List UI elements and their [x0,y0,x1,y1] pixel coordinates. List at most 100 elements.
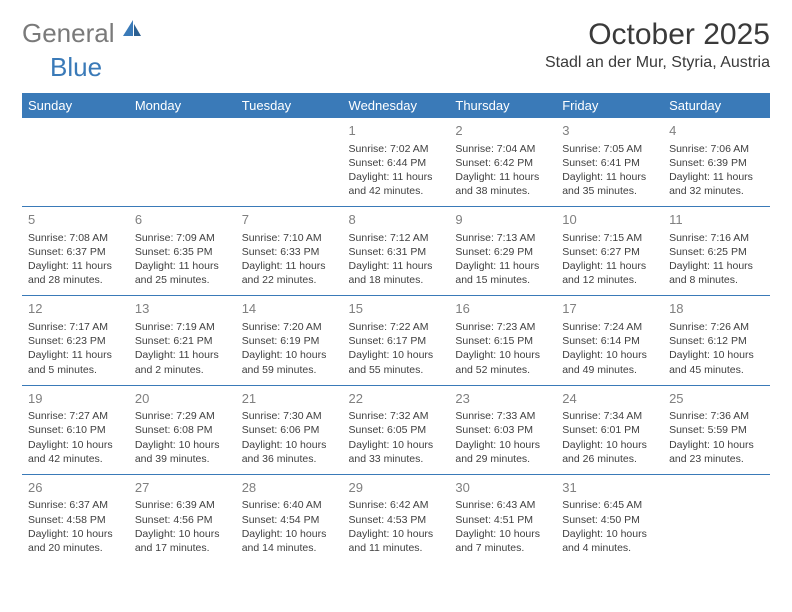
sunrise-text: Sunrise: 7:24 AM [562,320,657,334]
day-cell: 15Sunrise: 7:22 AMSunset: 6:17 PMDayligh… [343,296,450,385]
sunrise-text: Sunrise: 7:12 AM [349,231,444,245]
day-number: 2 [455,122,550,140]
day-number: 17 [562,300,657,318]
sunrise-text: Sunrise: 7:32 AM [349,409,444,423]
daylight-text: Daylight: 10 hours and 14 minutes. [242,527,337,555]
day-number: 26 [28,479,123,497]
day-number: 23 [455,390,550,408]
day-number: 27 [135,479,230,497]
sunrise-text: Sunrise: 6:39 AM [135,498,230,512]
day-cell: 8Sunrise: 7:12 AMSunset: 6:31 PMDaylight… [343,207,450,296]
sunset-text: Sunset: 6:21 PM [135,334,230,348]
sunset-text: Sunset: 6:23 PM [28,334,123,348]
week-row: 1Sunrise: 7:02 AMSunset: 6:44 PMDaylight… [22,118,770,207]
daylight-text: Daylight: 10 hours and 52 minutes. [455,348,550,376]
day-cell: 30Sunrise: 6:43 AMSunset: 4:51 PMDayligh… [449,474,556,563]
day-cell: 18Sunrise: 7:26 AMSunset: 6:12 PMDayligh… [663,296,770,385]
sunset-text: Sunset: 6:08 PM [135,423,230,437]
day-number: 12 [28,300,123,318]
day-cell: 1Sunrise: 7:02 AMSunset: 6:44 PMDaylight… [343,118,450,207]
daylight-text: Daylight: 11 hours and 15 minutes. [455,259,550,287]
daylight-text: Daylight: 10 hours and 45 minutes. [669,348,764,376]
sail-icon [121,18,143,45]
day-cell: 9Sunrise: 7:13 AMSunset: 6:29 PMDaylight… [449,207,556,296]
day-number: 14 [242,300,337,318]
day-number: 7 [242,211,337,229]
sunset-text: Sunset: 6:27 PM [562,245,657,259]
day-cell: 3Sunrise: 7:05 AMSunset: 6:41 PMDaylight… [556,118,663,207]
day-cell: 19Sunrise: 7:27 AMSunset: 6:10 PMDayligh… [22,385,129,474]
week-row: 26Sunrise: 6:37 AMSunset: 4:58 PMDayligh… [22,474,770,563]
day-number: 25 [669,390,764,408]
month-title: October 2025 [545,18,770,52]
daylight-text: Daylight: 10 hours and 33 minutes. [349,438,444,466]
logo-text-general: General [22,18,115,49]
daylight-text: Daylight: 11 hours and 38 minutes. [455,170,550,198]
daylight-text: Daylight: 11 hours and 25 minutes. [135,259,230,287]
sunset-text: Sunset: 4:58 PM [28,513,123,527]
day-header: Sunday [22,93,129,118]
sunset-text: Sunset: 6:19 PM [242,334,337,348]
sunrise-text: Sunrise: 7:06 AM [669,142,764,156]
day-cell: 16 Sunrise: 7:23 AMSunset: 6:15 PMDayligh… [449,296,556,385]
sunset-text: Sunset: 6:41 PM [562,156,657,170]
day-number: 29 [349,479,444,497]
day-cell: 23Sunrise: 7:33 AMSunset: 6:03 PMDayligh… [449,385,556,474]
sunrise-text: Sunrise: 7:30 AM [242,409,337,423]
day-cell: 22Sunrise: 7:32 AMSunset: 6:05 PMDayligh… [343,385,450,474]
day-number: 30 [455,479,550,497]
day-number: 11 [669,211,764,229]
daylight-text: Daylight: 10 hours and 23 minutes. [669,438,764,466]
sunset-text: Sunset: 5:59 PM [669,423,764,437]
day-cell: 29Sunrise: 6:42 AMSunset: 4:53 PMDayligh… [343,474,450,563]
day-number: 18 [669,300,764,318]
sunset-text: Sunset: 6:42 PM [455,156,550,170]
day-number: 24 [562,390,657,408]
day-number: 8 [349,211,444,229]
day-number: 22 [349,390,444,408]
daylight-text: Daylight: 11 hours and 12 minutes. [562,259,657,287]
sunset-text: Sunset: 6:14 PM [562,334,657,348]
daylight-text: Daylight: 10 hours and 7 minutes. [455,527,550,555]
sunset-text: Sunset: 4:50 PM [562,513,657,527]
daylight-text: Daylight: 10 hours and 11 minutes. [349,527,444,555]
daylight-text: Daylight: 11 hours and 35 minutes. [562,170,657,198]
sunrise-text: Sunrise: 7:20 AM [242,320,337,334]
daylight-text: Daylight: 11 hours and 32 minutes. [669,170,764,198]
daylight-text: Daylight: 10 hours and 36 minutes. [242,438,337,466]
daylight-text: Daylight: 10 hours and 42 minutes. [28,438,123,466]
day-cell: 4Sunrise: 7:06 AMSunset: 6:39 PMDaylight… [663,118,770,207]
day-cell: 25Sunrise: 7:36 AMSunset: 5:59 PMDayligh… [663,385,770,474]
daylight-text: Daylight: 11 hours and 8 minutes. [669,259,764,287]
sunset-text: Sunset: 6:01 PM [562,423,657,437]
sunrise-text: Sunrise: 7:10 AM [242,231,337,245]
daylight-text: Daylight: 11 hours and 28 minutes. [28,259,123,287]
day-cell: 13Sunrise: 7:19 AMSunset: 6:21 PMDayligh… [129,296,236,385]
sunrise-text: Sunrise: 7:19 AM [135,320,230,334]
day-cell: 31Sunrise: 6:45 AMSunset: 4:50 PMDayligh… [556,474,663,563]
day-number: 4 [669,122,764,140]
daylight-text: Daylight: 11 hours and 2 minutes. [135,348,230,376]
sunrise-text: Sunrise: 7:04 AM [455,142,550,156]
sunset-text: Sunset: 6:15 PM [455,334,550,348]
day-number: 21 [242,390,337,408]
sunset-text: Sunset: 4:56 PM [135,513,230,527]
day-header: Saturday [663,93,770,118]
day-cell: 7Sunrise: 7:10 AMSunset: 6:33 PMDaylight… [236,207,343,296]
day-cell: 11Sunrise: 7:16 AMSunset: 6:25 PMDayligh… [663,207,770,296]
day-number: 3 [562,122,657,140]
daylight-text: Daylight: 10 hours and 39 minutes. [135,438,230,466]
logo-text-blue: Blue [50,52,102,83]
daylight-text: Daylight: 11 hours and 22 minutes. [242,259,337,287]
week-row: 5Sunrise: 7:08 AMSunset: 6:37 PMDaylight… [22,207,770,296]
day-number: 16 [455,300,550,318]
day-cell: 20Sunrise: 7:29 AMSunset: 6:08 PMDayligh… [129,385,236,474]
sunset-text: Sunset: 6:06 PM [242,423,337,437]
daylight-text: Daylight: 10 hours and 17 minutes. [135,527,230,555]
day-header: Tuesday [236,93,343,118]
sunset-text: Sunset: 6:03 PM [455,423,550,437]
sunrise-text: Sunrise: 7:02 AM [349,142,444,156]
sunrise-text: Sunrise: 7:23 AM [455,320,550,334]
day-header: Monday [129,93,236,118]
daylight-text: Daylight: 10 hours and 55 minutes. [349,348,444,376]
